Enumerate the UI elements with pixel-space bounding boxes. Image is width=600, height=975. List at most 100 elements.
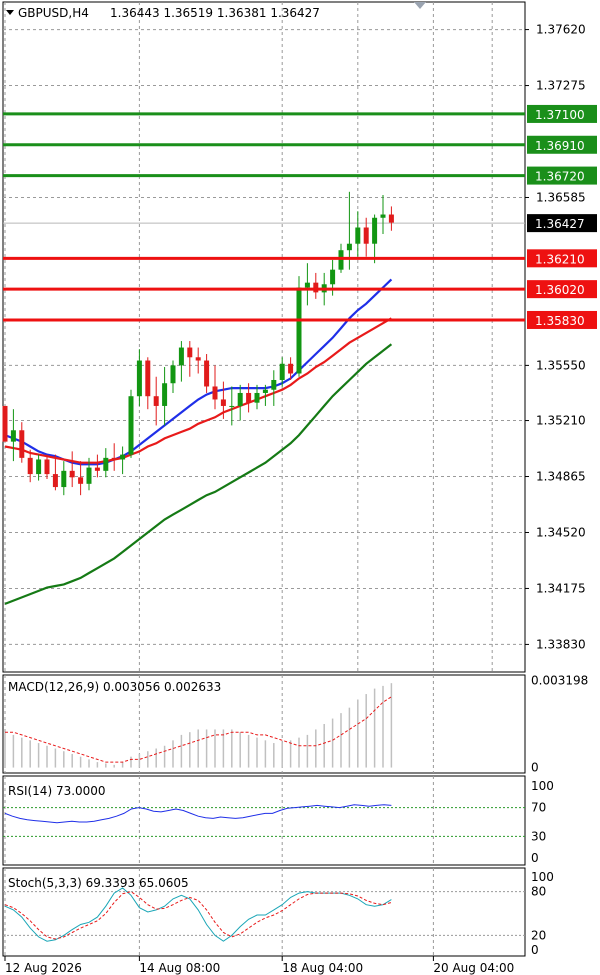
stoch-line	[4, 891, 392, 940]
price-level-label: 1.37100	[535, 108, 585, 122]
price-tick-label: 1.37275	[536, 79, 586, 93]
candle-body	[195, 357, 201, 361]
candle-body	[178, 347, 184, 366]
candle-body	[330, 269, 336, 285]
candle-body	[388, 214, 394, 223]
price-level-tag	[527, 166, 597, 185]
time-tick-label: 14 Aug 08:00	[139, 961, 220, 975]
dropdown-triangle-icon[interactable]	[6, 10, 14, 15]
candle-body	[363, 227, 369, 244]
price-tick-label: 1.33830	[536, 637, 586, 651]
candle-body	[262, 389, 268, 393]
price-level-tag	[527, 310, 597, 329]
candle-body	[145, 360, 151, 397]
current-price-tag	[527, 214, 597, 233]
rsi-title: RSI(14) 73.0000	[8, 784, 106, 798]
candle-body	[69, 470, 75, 478]
candle-body	[128, 396, 134, 455]
candle-body	[380, 214, 386, 218]
price-level-label: 1.36910	[535, 139, 585, 153]
candle-body	[19, 430, 25, 458]
candle-body	[246, 392, 252, 403]
time-tick-label: 20 Aug 04:00	[433, 961, 514, 975]
price-level-label: 1.36210	[535, 252, 585, 266]
price-level-label: 1.36720	[535, 170, 585, 184]
candle-body	[52, 474, 58, 488]
candle-body	[372, 217, 378, 244]
time-axis: 12 Aug 2026 14 Aug 08:00 18 Aug 04:00 20 Au…	[4, 956, 514, 975]
moving-average-line	[4, 343, 393, 605]
rsi-panel[interactable]: 100 70 30 0 RSI(14) 73.0000	[2, 775, 554, 866]
price-panel[interactable]: 1.37620 1.37275 1.36585 1.35550 1.35210 1.348…	[2, 1, 598, 673]
price-level-label: 1.36020	[535, 283, 585, 297]
rsi-tick-label: 70	[531, 801, 546, 815]
macd-tick-label: 0.003198	[531, 673, 588, 687]
macd-signal-line	[5, 696, 392, 763]
time-tick-label: 18 Aug 04:00	[282, 961, 363, 975]
chart-header: GBPUSD,H4 1.36443 1.36519 1.36381 1.3642…	[6, 6, 320, 20]
candle-body	[120, 454, 126, 460]
macd-tick-label: 0	[531, 761, 539, 775]
candle-body	[162, 383, 168, 406]
moving-average-line	[4, 317, 392, 464]
rsi-tick-label: 30	[531, 829, 546, 843]
symbol-label: GBPUSD,H4	[18, 6, 89, 20]
candle-body	[313, 282, 319, 293]
candle-body	[237, 392, 243, 406]
price-tick-label: 1.34520	[536, 525, 586, 539]
price-level-tag	[527, 135, 597, 154]
price-level-tag	[527, 249, 597, 268]
candle-body	[204, 360, 210, 387]
price-tick-label: 1.35210	[536, 414, 586, 428]
stoch-tick-label: 0	[531, 943, 539, 957]
candle-body	[346, 243, 352, 251]
rsi-tick-label: 100	[531, 779, 554, 793]
price-level-label: 1.35830	[535, 314, 585, 328]
candle-body	[44, 459, 50, 475]
time-tick-label: 12 Aug 2026	[5, 961, 82, 975]
price-tick-label: 1.37620	[536, 23, 586, 37]
chart-shift-marker-icon[interactable]	[414, 2, 426, 9]
candle-body	[10, 430, 16, 442]
candle-body	[271, 379, 277, 390]
current-price-label: 1.36427	[535, 217, 585, 231]
macd-panel[interactable]: 0.003198 0 MACD(12,26,9) 0.003056 0.00263…	[2, 673, 588, 775]
candle-body	[78, 477, 84, 484]
ohlc-values: 1.36443 1.36519 1.36381 1.36427	[110, 6, 320, 20]
candle-body	[103, 457, 109, 471]
candle-body	[61, 470, 67, 488]
price-tick-label: 1.34865	[536, 470, 586, 484]
price-tick-label: 1.36585	[536, 190, 586, 204]
rsi-line	[4, 804, 392, 824]
candle-body	[338, 250, 344, 270]
candle-body	[36, 459, 42, 475]
candle-body	[153, 396, 159, 406]
candle-body	[288, 363, 294, 374]
candle-body	[170, 365, 176, 384]
price-tick-label: 1.35550	[536, 358, 586, 372]
stoch-title: Stoch(5,3,3) 69.3393 65.0605	[8, 876, 189, 890]
price-tick-label: 1.34175	[536, 581, 586, 595]
candle-body	[2, 405, 8, 442]
rsi-tick-label: 0	[531, 851, 539, 865]
candle-body	[279, 363, 285, 380]
macd-title: MACD(12,26,9) 0.003056 0.002633	[8, 680, 221, 694]
candle-body	[111, 457, 117, 460]
candle-body	[187, 347, 193, 358]
price-level-tag	[527, 104, 597, 123]
candle-body	[220, 399, 226, 406]
candle-body	[355, 227, 361, 244]
candle-body	[136, 360, 142, 397]
candle-body	[86, 467, 92, 484]
stoch-tick-label: 20	[531, 928, 546, 942]
candle-body	[254, 392, 260, 403]
candle-body	[212, 386, 218, 400]
stoch-tick-label: 80	[531, 885, 546, 899]
candle-body	[304, 282, 310, 288]
candle-body	[296, 287, 302, 374]
stoch-tick-label: 100	[531, 870, 554, 884]
candle-body	[94, 467, 100, 471]
price-level-tag	[527, 280, 597, 299]
